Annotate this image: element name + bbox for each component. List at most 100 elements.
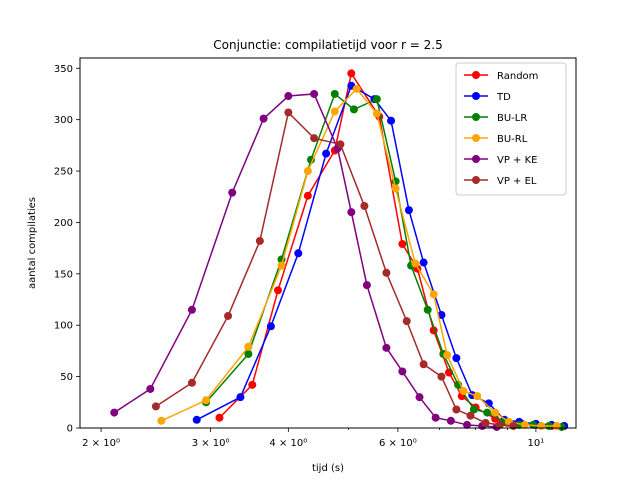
data-point	[307, 155, 316, 164]
data-point	[303, 167, 312, 176]
data-point	[452, 405, 461, 414]
data-point	[151, 402, 160, 411]
data-point	[491, 414, 500, 423]
x-tick-label: 3 × 10⁰	[192, 438, 230, 449]
data-point	[236, 393, 245, 402]
data-point	[244, 350, 253, 358]
series-vp-el	[151, 108, 518, 430]
data-point	[552, 421, 561, 430]
data-point	[202, 396, 211, 405]
data-point	[382, 343, 391, 352]
data-point	[466, 411, 475, 420]
x-tick-label: 6 × 10⁰	[379, 438, 417, 449]
data-point	[509, 421, 518, 430]
y-axis-label: aantal compilaties	[27, 197, 38, 289]
data-point	[372, 109, 381, 118]
data-point	[274, 286, 283, 295]
legend-label: Random	[497, 71, 538, 82]
chart-title: Conjunctie: compilatietijd voor r = 2.5	[213, 38, 442, 52]
data-point	[228, 188, 237, 197]
axes-frame	[79, 57, 577, 429]
data-point	[362, 281, 371, 290]
data-point	[491, 408, 500, 417]
data-point	[411, 259, 420, 268]
y-tick-label: 250	[54, 167, 73, 178]
data-point	[398, 240, 407, 249]
data-point	[277, 261, 286, 270]
data-point	[360, 202, 369, 210]
data-point	[146, 384, 155, 393]
legend-item: BU-LR	[464, 113, 527, 124]
legend-swatch-marker	[472, 134, 480, 142]
data-point	[473, 392, 482, 401]
data-point	[437, 372, 446, 381]
data-point	[469, 405, 478, 414]
legend: Random TD BU-LR BU-RL VP + KE VP + EL	[455, 62, 567, 196]
data-point	[259, 114, 268, 123]
y-tick-label: 300	[54, 115, 73, 126]
data-point	[215, 413, 224, 422]
data-point	[255, 236, 264, 245]
y-tick-label: 350	[54, 64, 73, 75]
y-tick-label: 150	[54, 269, 73, 280]
data-point	[429, 290, 438, 299]
data-point	[463, 420, 472, 429]
y-tick-label: 100	[54, 321, 73, 332]
data-point	[349, 105, 358, 114]
data-point	[459, 387, 468, 395]
legend-label: BU-RL	[497, 134, 528, 145]
legend-item: BU-RL	[464, 134, 528, 145]
data-point	[495, 420, 504, 429]
data-point	[284, 92, 293, 101]
legend-swatch-marker	[472, 71, 480, 79]
data-point	[347, 69, 356, 78]
legend-swatch-marker	[472, 92, 480, 100]
data-point	[187, 378, 196, 387]
data-point	[452, 354, 461, 363]
data-point	[330, 107, 339, 116]
data-point	[110, 408, 119, 417]
legend-item: Random	[464, 71, 538, 82]
series-vp-ke	[110, 89, 501, 431]
data-point	[402, 317, 411, 326]
y-axis: 0 50 100 150 200 250 300 350	[54, 64, 80, 435]
legend-item: TD	[464, 92, 511, 103]
x-axis: 2 × 10⁰ 3 × 10⁰ 4 × 10⁰ 6 × 10⁰ 10¹	[82, 428, 563, 449]
data-point	[419, 360, 428, 369]
y-tick-label: 50	[60, 372, 73, 383]
data-point	[248, 380, 257, 389]
x-tick-label: 4 × 10⁰	[269, 438, 307, 449]
data-point	[336, 140, 345, 149]
data-point	[481, 418, 490, 427]
y-tick-label: 0	[67, 424, 73, 435]
data-point	[419, 258, 428, 267]
legend-label: TD	[496, 92, 511, 103]
data-point	[372, 95, 381, 104]
data-point	[322, 149, 331, 158]
data-point	[352, 84, 361, 93]
data-point	[303, 191, 312, 200]
data-point	[382, 268, 391, 277]
legend-label: VP + KE	[497, 155, 537, 166]
data-point	[443, 351, 452, 360]
data-point	[387, 116, 396, 125]
data-point	[537, 421, 546, 430]
data-point	[404, 206, 413, 215]
data-point	[398, 367, 407, 376]
legend-item: VP + KE	[464, 155, 537, 166]
data-point	[423, 305, 432, 314]
data-point	[431, 413, 440, 422]
data-point	[157, 416, 166, 425]
data-point	[446, 416, 455, 425]
data-point	[415, 393, 424, 402]
data-point	[187, 305, 196, 314]
x-tick-label: 10¹	[528, 438, 545, 449]
data-point	[224, 311, 233, 320]
legend-swatch-marker	[472, 113, 480, 121]
legend-swatch-marker	[472, 176, 480, 184]
data-point	[310, 89, 319, 98]
legend-item: VP + EL	[464, 176, 537, 187]
data-point	[244, 342, 253, 351]
data-point	[391, 184, 400, 193]
legend-label: VP + EL	[497, 176, 537, 187]
